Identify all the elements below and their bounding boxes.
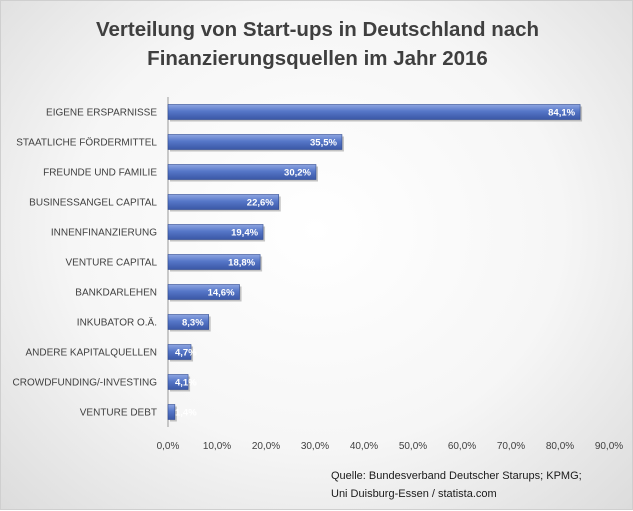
data-label: 30,2%: [284, 168, 311, 179]
x-tick-label: 20,0%: [252, 441, 280, 452]
data-label: 4,7%: [175, 348, 197, 359]
bar: [167, 284, 240, 300]
data-label: 35,5%: [310, 138, 337, 149]
category-label: BANKDARLEHEN: [75, 288, 157, 299]
data-label: 19,4%: [231, 228, 258, 239]
category-label: EIGENE ERSPARNISSE: [46, 108, 157, 119]
x-tick-label: 30,0%: [301, 441, 329, 452]
category-label: VENTURE CAPITAL: [66, 258, 158, 269]
category-label: STAATLICHE FÖRDERMITTEL: [16, 137, 157, 149]
bar: [167, 224, 264, 240]
bar: [167, 164, 317, 180]
category-label: VENTURE DEBT: [80, 408, 157, 419]
bar: [167, 134, 343, 150]
category-label: FREUNDE UND FAMILIE: [43, 168, 157, 179]
data-label: 8,3%: [182, 318, 204, 329]
data-label: 18,8%: [228, 258, 255, 269]
chart-title-line-1: Verteilung von Start-ups in Deutschland …: [95, 18, 540, 41]
source-line-2: Uni Duisburg-Essen / statista.com: [331, 488, 497, 500]
source-note: Quelle: Bundesverband Deutscher Starups;…: [331, 467, 631, 503]
category-label: INKUBATOR O.Ä.: [77, 317, 157, 329]
data-label: 1,4%: [175, 408, 197, 419]
bar: [167, 404, 176, 420]
data-label: 4,1%: [175, 378, 197, 389]
x-tick-label: 40,0%: [350, 441, 378, 452]
x-tick-label: 70,0%: [497, 441, 525, 452]
x-tick-label: 60,0%: [448, 441, 476, 452]
data-label: 84,1%: [548, 108, 575, 119]
data-label: 14,6%: [208, 288, 235, 299]
bar: [167, 104, 581, 120]
chart-title: Verteilung von Start-ups in Deutschland …: [1, 15, 633, 73]
x-tick-label: 90,0%: [595, 441, 623, 452]
category-label: ANDERE KAPITALQUELLEN: [25, 348, 157, 359]
chart-title-line-2: Finanzierungsquellen im Jahr 2016: [147, 47, 488, 70]
bar: [167, 254, 261, 270]
x-tick-label: 50,0%: [399, 441, 427, 452]
category-label: BUSINESSANGEL CAPITAL: [29, 198, 157, 209]
bar: [167, 374, 189, 390]
bar: [167, 194, 280, 210]
x-tick-label: 0,0%: [157, 441, 180, 452]
x-tick-label: 10,0%: [203, 441, 231, 452]
x-tick-label: 80,0%: [546, 441, 574, 452]
data-label: 22,6%: [247, 198, 274, 209]
source-line-1: Quelle: Bundesverband Deutscher Starups;…: [331, 470, 582, 482]
category-label: CROWDFUNDING/-INVESTING: [13, 378, 158, 389]
bar: [167, 314, 209, 330]
bar: [167, 344, 192, 360]
category-label: INNENFINANZIERUNG: [51, 228, 157, 239]
